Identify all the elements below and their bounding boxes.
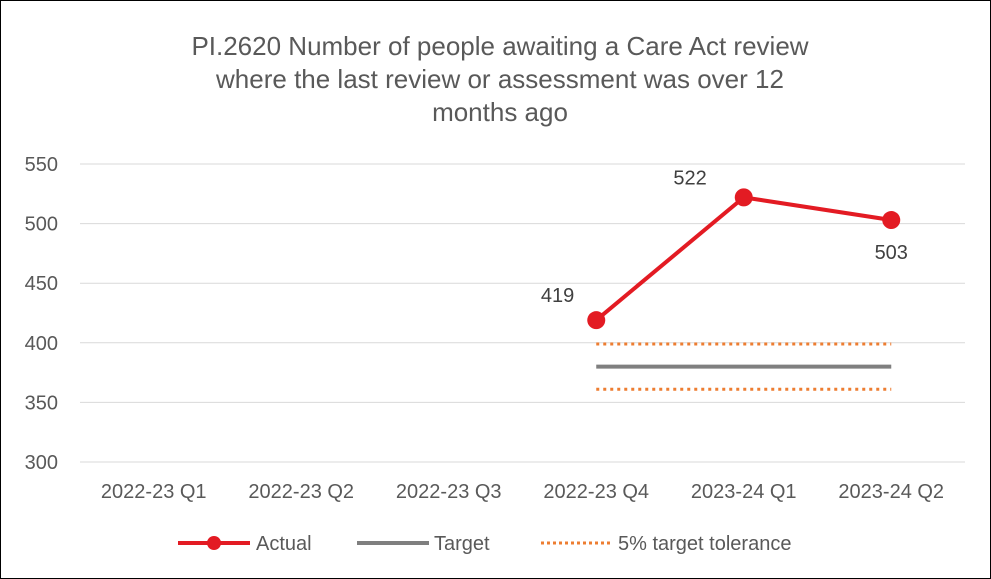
y-tick-label-350: 350: [25, 392, 58, 414]
actual-point-4: [734, 188, 753, 207]
x-tick-label-2: 2022-23 Q3: [396, 481, 502, 503]
gridlines: [80, 163, 965, 463]
legend-item-actual: Actual: [178, 533, 312, 555]
series: [587, 188, 901, 391]
data-label-3: 419: [541, 285, 574, 307]
legend-actual-marker: [207, 536, 221, 550]
y-tick-label-300: 300: [25, 452, 58, 474]
y-tick-label-550: 550: [25, 154, 58, 176]
x-tick-label-3: 2022-23 Q4: [543, 481, 649, 503]
chart-title-line-3: months ago: [432, 97, 568, 127]
x-axis-ticks: 2022-23 Q1 2022-23 Q2 2022-23 Q3 2022-23 Q4…: [101, 481, 944, 503]
legend-item-tolerance: 5% target tolerance: [541, 533, 791, 555]
y-tick-label-400: 400: [25, 333, 58, 355]
actual-line: [594, 195, 892, 322]
y-axis-ticks: 300 350 400 450 500 550: [25, 154, 58, 474]
legend-actual-label: Actual: [256, 533, 312, 555]
x-tick-label-1: 2022-23 Q2: [248, 481, 354, 503]
legend-tolerance-label: 5% target tolerance: [618, 533, 791, 555]
chart-title-line-1: PI.2620 Number of people awaiting a Care…: [191, 31, 808, 61]
y-tick-label-500: 500: [25, 214, 58, 236]
legend-target-label: Target: [434, 533, 490, 555]
data-labels: 419 522 503: [541, 167, 908, 307]
x-tick-label-4: 2023-24 Q1: [691, 481, 797, 503]
legend-item-target: Target: [357, 533, 490, 555]
data-label-5: 503: [875, 242, 908, 264]
chart-title-line-2: where the last review or assessment was …: [215, 64, 784, 94]
actual-point-3: [587, 311, 606, 330]
x-tick-label-0: 2022-23 Q1: [101, 481, 207, 503]
legend: Actual Target 5% target tolerance: [178, 533, 791, 555]
x-tick-label-5: 2023-24 Q2: [838, 481, 944, 503]
data-label-4: 522: [673, 167, 706, 189]
actual-point-5: [882, 211, 901, 230]
y-tick-label-450: 450: [25, 273, 58, 295]
